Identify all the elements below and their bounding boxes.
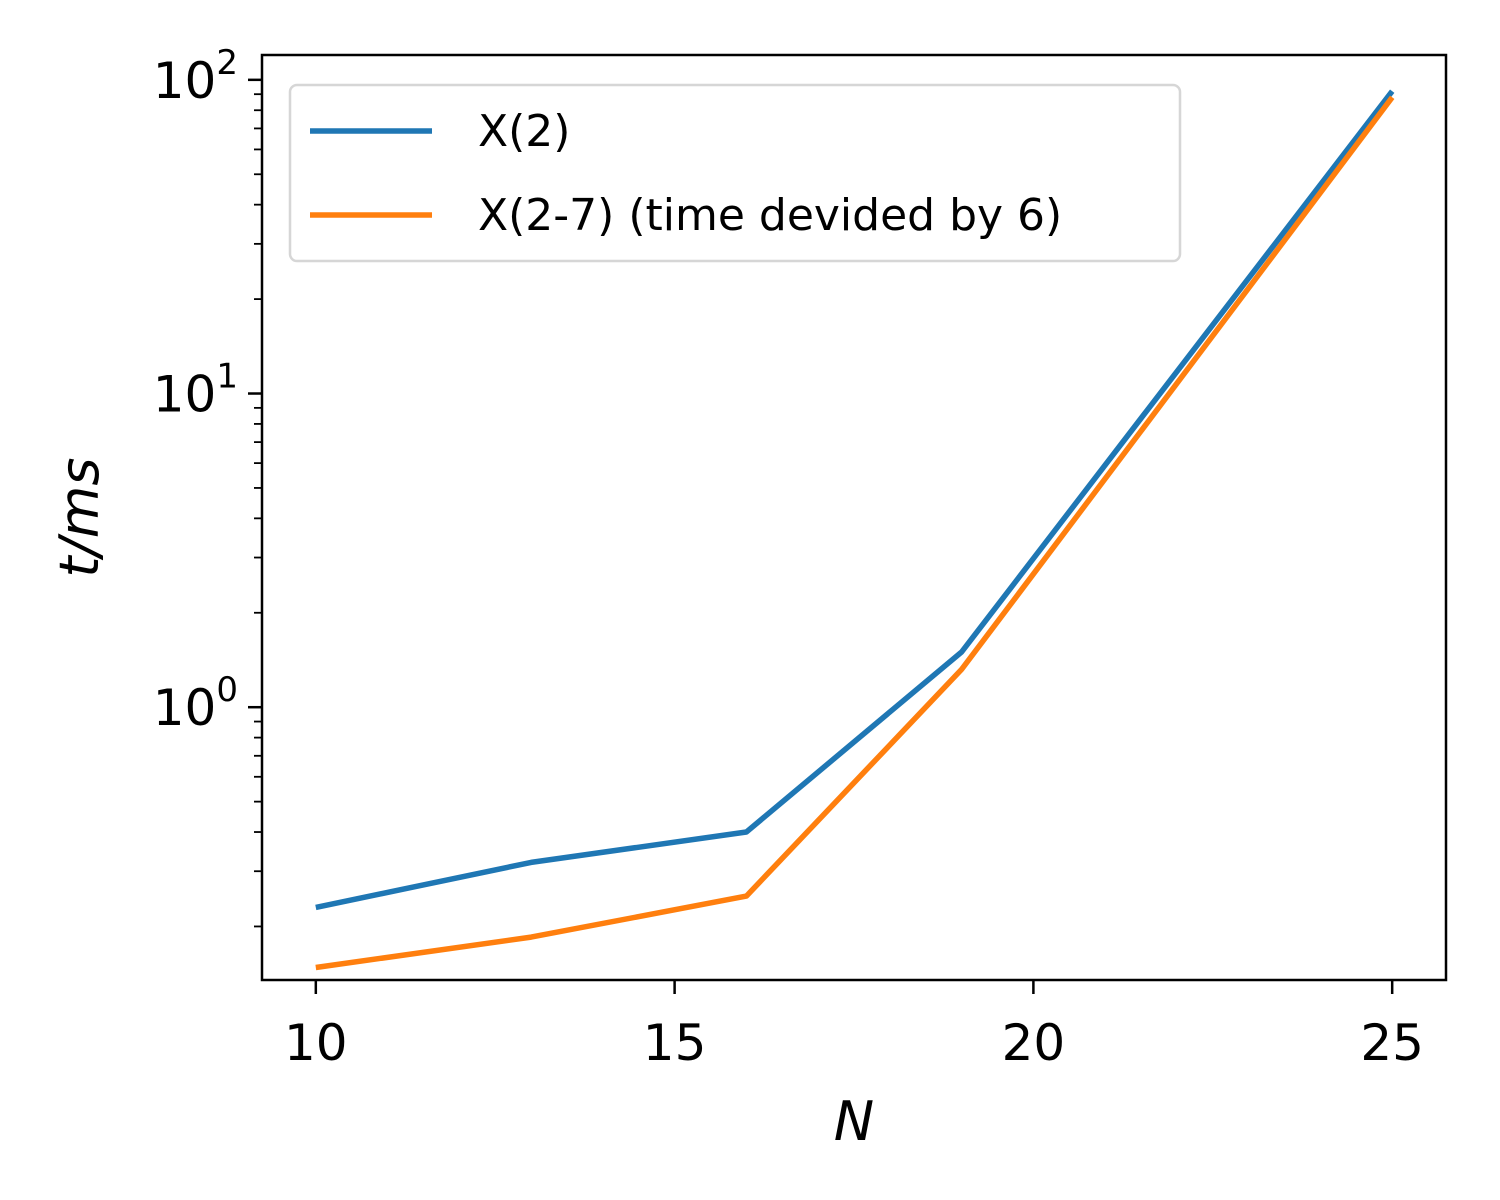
y-tick-base: 10 xyxy=(153,679,217,737)
y-tick-label: 100 xyxy=(153,670,238,737)
plot-area-frame xyxy=(260,53,1448,982)
legend-label-1: X(2-7) (time devided by 6) xyxy=(478,190,1062,241)
series-layer xyxy=(315,89,1395,971)
y-tick-exponent: 1 xyxy=(216,357,238,397)
y-tick-base: 10 xyxy=(153,366,217,424)
y-axis-label: t/ms xyxy=(48,457,111,577)
x-tick-label: 10 xyxy=(284,1014,348,1072)
y-tick-exponent: 2 xyxy=(216,43,238,83)
x-tick-label: 20 xyxy=(1002,1014,1066,1072)
series-line-0 xyxy=(315,89,1395,911)
axis-ticks xyxy=(248,78,1394,994)
series-line-1 xyxy=(315,95,1395,971)
x-tick-label: 15 xyxy=(643,1014,707,1072)
y-tick-base: 10 xyxy=(153,52,217,110)
legend-box xyxy=(288,83,1182,263)
x-tick-label: 25 xyxy=(1360,1014,1424,1072)
legend-label-0: X(2) xyxy=(478,106,570,157)
legend-entries: X(2) X(2-7) (time devided by 6) xyxy=(310,106,1062,241)
legend: X(2) X(2-7) (time devided by 6) xyxy=(288,83,1182,263)
y-tick-exponent: 0 xyxy=(216,670,238,710)
y-tick-label: 102 xyxy=(153,43,238,110)
x-axis-label: N xyxy=(834,1090,874,1153)
y-tick-label: 101 xyxy=(153,357,238,424)
y-minor-ticks xyxy=(254,93,262,928)
